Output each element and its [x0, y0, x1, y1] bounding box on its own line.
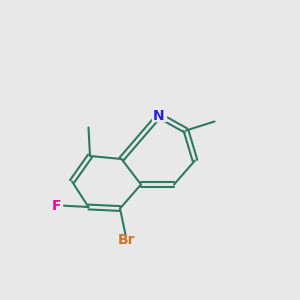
FancyBboxPatch shape [118, 235, 134, 245]
FancyBboxPatch shape [152, 110, 166, 121]
Text: N: N [153, 109, 165, 122]
Text: F: F [52, 199, 61, 212]
FancyBboxPatch shape [51, 200, 62, 211]
Text: Br: Br [117, 233, 135, 247]
